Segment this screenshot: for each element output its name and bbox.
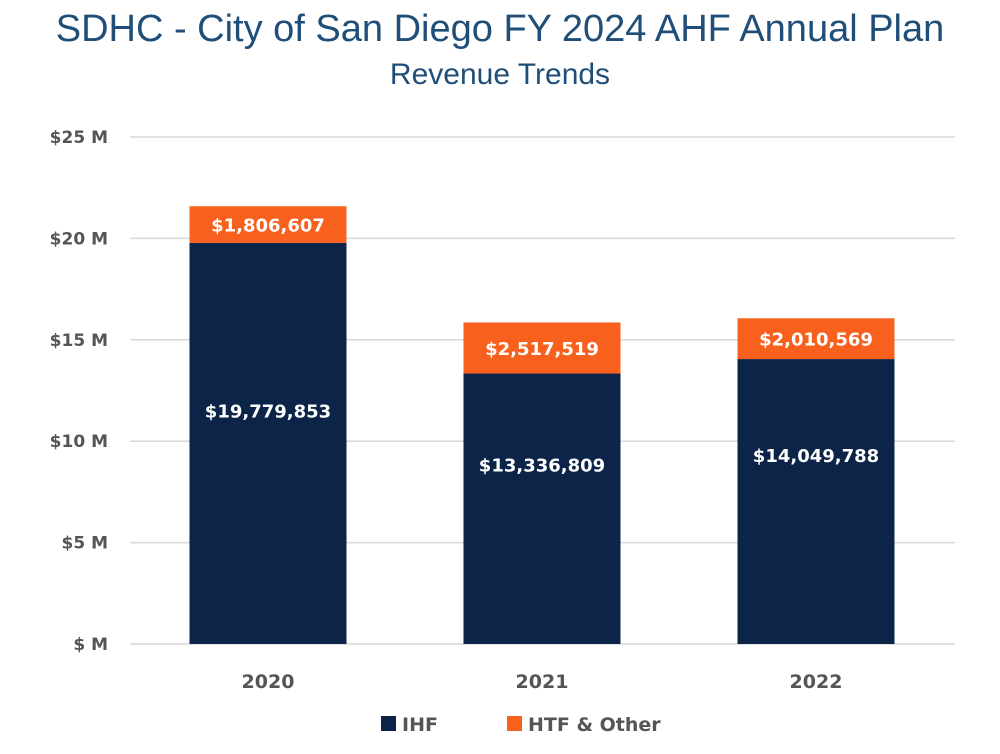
legend-swatch-htf-other	[507, 716, 522, 731]
x-category-label: 2020	[242, 671, 295, 693]
legend: IHF HTF & Other	[381, 714, 661, 736]
legend-label-htf-other: HTF & Other	[528, 714, 661, 736]
x-category-label: 2021	[516, 671, 569, 693]
y-tick-label: $5 M	[62, 534, 109, 554]
y-tick-label: $20 M	[50, 229, 108, 249]
chart-title: SDHC - City of San Diego FY 2024 AHF Ann…	[55, 8, 945, 50]
x-category-label: 2022	[790, 671, 843, 693]
data-label-ihf-2021: $13,336,809	[479, 455, 605, 476]
y-tick-label: $25 M	[50, 128, 108, 148]
bar-ihf-2021	[463, 373, 621, 644]
data-label-ihf-2020: $19,779,853	[205, 401, 331, 422]
data-label-htf-other-2021: $2,517,519	[485, 339, 599, 360]
bar-htf-other-2021	[463, 322, 621, 374]
y-tick-label: $10 M	[50, 432, 108, 452]
bar-htf-other-2022	[737, 318, 895, 360]
bar-ihf-2022	[737, 359, 895, 644]
legend-swatch-ihf	[381, 716, 396, 731]
data-label-htf-other-2022: $2,010,569	[759, 330, 873, 351]
data-labels: $19,779,853 $1,806,607 $13,336,809 $2,517,5…	[205, 216, 879, 477]
bar-htf-other-2020	[189, 206, 347, 243]
y-tick-label: $15 M	[50, 331, 108, 351]
bar-ihf-2020	[189, 242, 347, 645]
x-axis-categories: 2020 2021 2022	[242, 671, 843, 693]
y-axis-ticks: $ M $5 M $10 M $15 M $20 M $25 M	[50, 128, 108, 655]
data-label-htf-other-2020: $1,806,607	[211, 216, 325, 237]
bars	[189, 206, 895, 645]
chart-subtitle: Revenue Trends	[389, 58, 611, 91]
data-label-ihf-2022: $14,049,788	[753, 446, 879, 467]
y-tick-label: $ M	[73, 635, 108, 655]
legend-label-ihf: IHF	[402, 714, 438, 736]
